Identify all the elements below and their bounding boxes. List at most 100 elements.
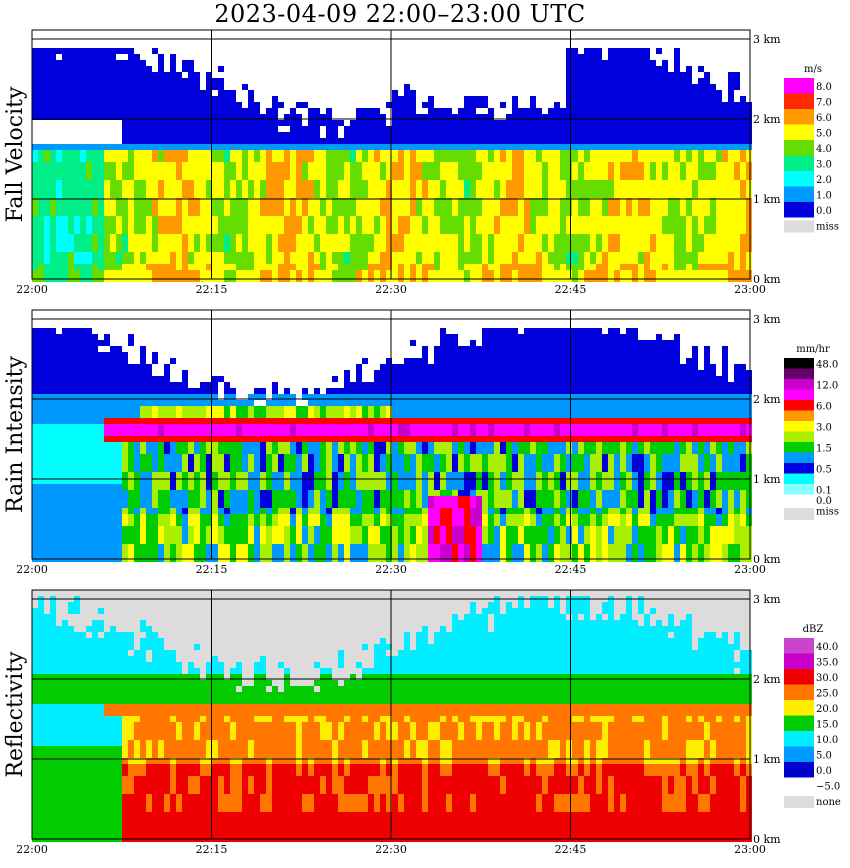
heatmap-cell bbox=[482, 258, 488, 264]
heatmap-cell bbox=[134, 162, 140, 168]
heatmap-cell bbox=[632, 246, 638, 252]
heatmap-cell bbox=[572, 138, 578, 144]
heatmap-cell bbox=[686, 246, 692, 252]
heatmap-cell bbox=[266, 252, 272, 258]
heatmap-cell bbox=[110, 454, 116, 460]
heatmap-cell bbox=[158, 436, 164, 442]
heatmap-cell bbox=[602, 168, 608, 174]
heatmap-cell bbox=[518, 222, 524, 228]
heatmap-cell bbox=[56, 358, 62, 364]
heatmap-cell bbox=[302, 132, 308, 138]
heatmap-cell bbox=[338, 120, 344, 126]
heatmap-cell bbox=[566, 120, 572, 126]
heatmap-cell bbox=[158, 168, 164, 174]
heatmap-cell bbox=[326, 216, 332, 222]
heatmap-cell bbox=[86, 532, 92, 538]
heatmap-cell bbox=[284, 114, 290, 120]
heatmap-cell bbox=[50, 90, 56, 96]
heatmap-cell bbox=[524, 252, 530, 258]
heatmap-cell bbox=[176, 484, 182, 490]
heatmap-cell bbox=[32, 502, 38, 508]
heatmap-cell bbox=[164, 502, 170, 508]
heatmap-cell bbox=[710, 228, 716, 234]
heatmap-cell bbox=[434, 228, 440, 234]
heatmap-cell bbox=[80, 54, 86, 60]
heatmap-cell bbox=[434, 174, 440, 180]
heatmap-cell bbox=[704, 144, 710, 150]
heatmap-cell bbox=[146, 436, 152, 442]
heatmap-cell bbox=[50, 484, 56, 490]
heatmap-cell bbox=[248, 204, 254, 210]
heatmap-cell bbox=[80, 222, 86, 228]
heatmap-cell bbox=[74, 234, 80, 240]
heatmap-cell bbox=[170, 156, 176, 162]
heatmap-cell bbox=[152, 550, 158, 556]
heatmap-cell bbox=[326, 228, 332, 234]
heatmap-cell bbox=[86, 216, 92, 222]
heatmap-cell bbox=[278, 204, 284, 210]
heatmap-cell bbox=[728, 174, 734, 180]
heatmap-cell bbox=[626, 264, 632, 270]
heatmap-cell bbox=[74, 412, 80, 418]
heatmap-cell bbox=[566, 132, 572, 138]
heatmap-cell bbox=[674, 174, 680, 180]
heatmap-cell bbox=[284, 234, 290, 240]
heatmap-cell bbox=[314, 222, 320, 228]
heatmap-cell bbox=[644, 90, 650, 96]
heatmap-cell bbox=[650, 66, 656, 72]
heatmap-cell bbox=[530, 144, 536, 150]
heatmap-cell bbox=[596, 126, 602, 132]
heatmap-cell bbox=[68, 394, 74, 400]
heatmap-cell bbox=[140, 210, 146, 216]
heatmap-cell bbox=[104, 382, 110, 388]
heatmap-cell bbox=[56, 258, 62, 264]
heatmap-cell bbox=[728, 258, 734, 264]
heatmap-cell bbox=[80, 150, 86, 156]
heatmap-cell bbox=[296, 150, 302, 156]
heatmap-cell bbox=[506, 138, 512, 144]
heatmap-cell bbox=[440, 204, 446, 210]
heatmap-cell bbox=[344, 198, 350, 204]
heatmap-cell bbox=[152, 228, 158, 234]
heatmap-cell bbox=[98, 394, 104, 400]
heatmap-cell bbox=[572, 66, 578, 72]
heatmap-cell bbox=[548, 246, 554, 252]
heatmap-cell bbox=[32, 192, 38, 198]
heatmap-cell bbox=[338, 144, 344, 150]
heatmap-cell bbox=[482, 96, 488, 102]
heatmap-cell bbox=[74, 406, 80, 412]
heatmap-cell bbox=[302, 228, 308, 234]
heatmap-cell bbox=[632, 162, 638, 168]
heatmap-cell bbox=[578, 108, 584, 114]
heatmap-cell bbox=[656, 264, 662, 270]
heatmap-cell bbox=[728, 96, 734, 102]
heatmap-cell bbox=[44, 90, 50, 96]
heatmap-cell bbox=[104, 210, 110, 216]
heatmap-cell bbox=[44, 168, 50, 174]
heatmap-cell bbox=[116, 60, 122, 66]
heatmap-cell bbox=[122, 406, 128, 412]
heatmap-cell bbox=[308, 114, 314, 120]
heatmap-cell bbox=[182, 246, 188, 252]
heatmap-cell bbox=[164, 514, 170, 520]
heatmap-cell bbox=[50, 514, 56, 520]
heatmap-cell bbox=[230, 150, 236, 156]
heatmap-cell bbox=[572, 84, 578, 90]
heatmap-cell bbox=[182, 550, 188, 556]
heatmap-cell bbox=[68, 108, 74, 114]
heatmap-cell bbox=[332, 216, 338, 222]
heatmap-cell bbox=[410, 252, 416, 258]
heatmap-cell bbox=[656, 78, 662, 84]
heatmap-cell bbox=[110, 96, 116, 102]
heatmap-cell bbox=[590, 180, 596, 186]
heatmap-cell bbox=[140, 448, 146, 454]
heatmap-cell bbox=[194, 442, 200, 448]
heatmap-cell bbox=[200, 394, 206, 400]
heatmap-cell bbox=[290, 216, 296, 222]
heatmap-cell bbox=[116, 234, 122, 240]
heatmap-cell bbox=[290, 162, 296, 168]
heatmap-cell bbox=[176, 258, 182, 264]
heatmap-cell bbox=[68, 454, 74, 460]
heatmap-cell bbox=[530, 252, 536, 258]
heatmap-cell bbox=[590, 192, 596, 198]
